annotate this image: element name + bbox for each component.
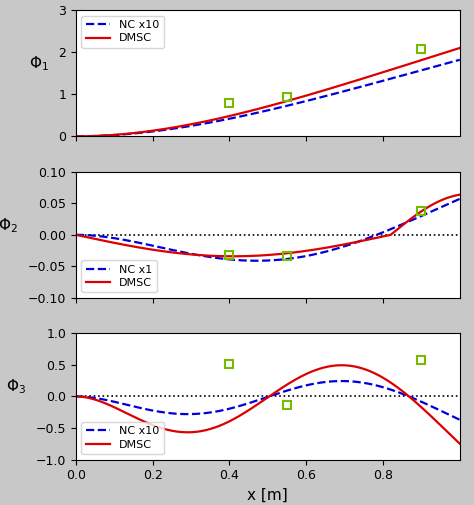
NC x10: [172, 411, 177, 417]
NC x1: [363, 236, 368, 242]
DMSC: [231, 253, 237, 259]
NC x1: [172, 247, 177, 254]
NC x1: [246, 258, 252, 264]
DMSC: [246, 108, 252, 114]
DMSC: [299, 94, 305, 100]
NC x1: [330, 247, 336, 253]
NC x10: [329, 91, 335, 97]
NC x10: [141, 129, 146, 135]
DMSC: [339, 362, 345, 368]
DMSC: [330, 243, 336, 249]
Y-axis label: $\Phi_3$: $\Phi_3$: [6, 378, 26, 396]
DMSC: [73, 232, 79, 238]
DMSC: [141, 129, 146, 135]
Line: DMSC: DMSC: [76, 194, 460, 256]
DMSC: [172, 428, 177, 434]
NC x10: [73, 133, 79, 139]
NC x10: [141, 406, 146, 412]
NC x1: [254, 258, 259, 264]
X-axis label: x [m]: x [m]: [247, 488, 288, 503]
DMSC: [172, 249, 177, 256]
NC x10: [73, 393, 79, 399]
NC x10: [299, 99, 305, 105]
DMSC: [363, 367, 368, 373]
DMSC: [246, 407, 252, 413]
Line: NC x10: NC x10: [76, 381, 460, 420]
Line: DMSC: DMSC: [76, 48, 460, 136]
DMSC: [457, 191, 463, 197]
Y-axis label: $\Phi_1$: $\Phi_1$: [29, 55, 49, 73]
Line: NC x10: NC x10: [76, 60, 460, 136]
NC x10: [246, 112, 252, 118]
DMSC: [141, 245, 146, 251]
DMSC: [457, 441, 463, 447]
NC x10: [299, 383, 305, 389]
DMSC: [457, 45, 463, 51]
NC x10: [172, 125, 177, 131]
DMSC: [141, 418, 146, 424]
Y-axis label: $\Phi_2$: $\Phi_2$: [0, 216, 18, 235]
NC x10: [329, 378, 335, 384]
DMSC: [172, 124, 177, 130]
Legend: NC x1, DMSC: NC x1, DMSC: [82, 260, 157, 292]
DMSC: [363, 237, 368, 243]
NC x10: [363, 380, 368, 386]
DMSC: [247, 253, 253, 259]
DMSC: [329, 85, 335, 91]
DMSC: [300, 248, 306, 255]
DMSC: [73, 393, 79, 399]
NC x1: [73, 232, 79, 238]
DMSC: [73, 133, 79, 139]
NC x1: [141, 241, 146, 247]
NC x1: [457, 196, 463, 202]
NC x10: [339, 378, 345, 384]
DMSC: [329, 363, 335, 369]
Line: NC x1: NC x1: [76, 199, 460, 261]
DMSC: [299, 373, 305, 379]
Line: DMSC: DMSC: [76, 365, 460, 444]
NC x10: [362, 83, 368, 89]
NC x10: [457, 57, 463, 63]
Legend: NC x10, DMSC: NC x10, DMSC: [82, 16, 164, 48]
Legend: NC x10, DMSC: NC x10, DMSC: [82, 422, 164, 454]
NC x10: [457, 417, 463, 423]
DMSC: [362, 75, 368, 81]
NC x1: [300, 254, 306, 260]
NC x10: [246, 400, 252, 406]
